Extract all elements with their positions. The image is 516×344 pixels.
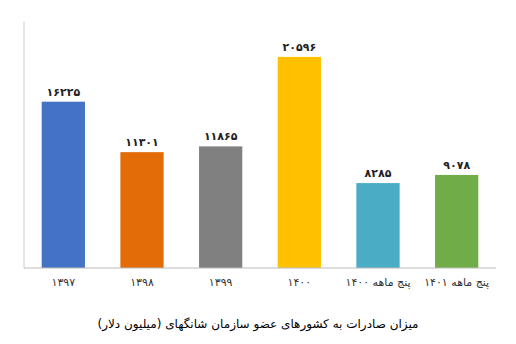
bar xyxy=(356,183,399,268)
x-tick-label: ۱۴۰۰ xyxy=(288,276,312,289)
bar xyxy=(435,175,478,268)
chart-container: ۱۶۲۲۵ ۱۱۳۰۱ ۱۱۸۶۵ ۲۰۵۹۶ ۸۲۸۵ ۹۰۷۸ ۱۳۹۷ ۱۳۹۸ ۱۳۹۹… xyxy=(0,0,516,344)
bar xyxy=(42,102,85,268)
bar xyxy=(278,57,321,268)
bar xyxy=(120,152,163,268)
data-label: ۱۶۲۲۵ xyxy=(47,86,81,99)
x-tick-label: پنج ماهه ۱۴۰۰ xyxy=(345,276,410,289)
data-label: ۱۱۳۰۱ xyxy=(125,136,159,149)
data-label: ۱۱۸۶۵ xyxy=(204,130,238,143)
data-label: ۲۰۵۹۶ xyxy=(283,41,317,54)
x-tick-label: ۱۳۹۷ xyxy=(52,276,76,289)
data-label: ۹۰۷۸ xyxy=(443,159,470,172)
title: میزان صادرات به کشورهای عضو سازمان شانگه… xyxy=(98,317,419,332)
x-tick-label: پنج ماهه ۱۴۰۱ xyxy=(424,276,489,289)
chart: ۱۶۲۲۵ ۱۱۳۰۱ ۱۱۸۶۵ ۲۰۵۹۶ ۸۲۸۵ ۹۰۷۸ ۱۳۹۷ ۱۳۹۸ ۱۳۹۹… xyxy=(0,0,516,344)
bar xyxy=(199,146,242,268)
x-tick-label: ۱۳۹۹ xyxy=(209,276,233,289)
bars xyxy=(42,57,479,268)
data-label: ۸۲۸۵ xyxy=(365,167,392,180)
x-axis-line xyxy=(24,268,496,269)
y-axis-line xyxy=(24,22,25,268)
x-tick-label: ۱۳۹۸ xyxy=(130,276,154,289)
